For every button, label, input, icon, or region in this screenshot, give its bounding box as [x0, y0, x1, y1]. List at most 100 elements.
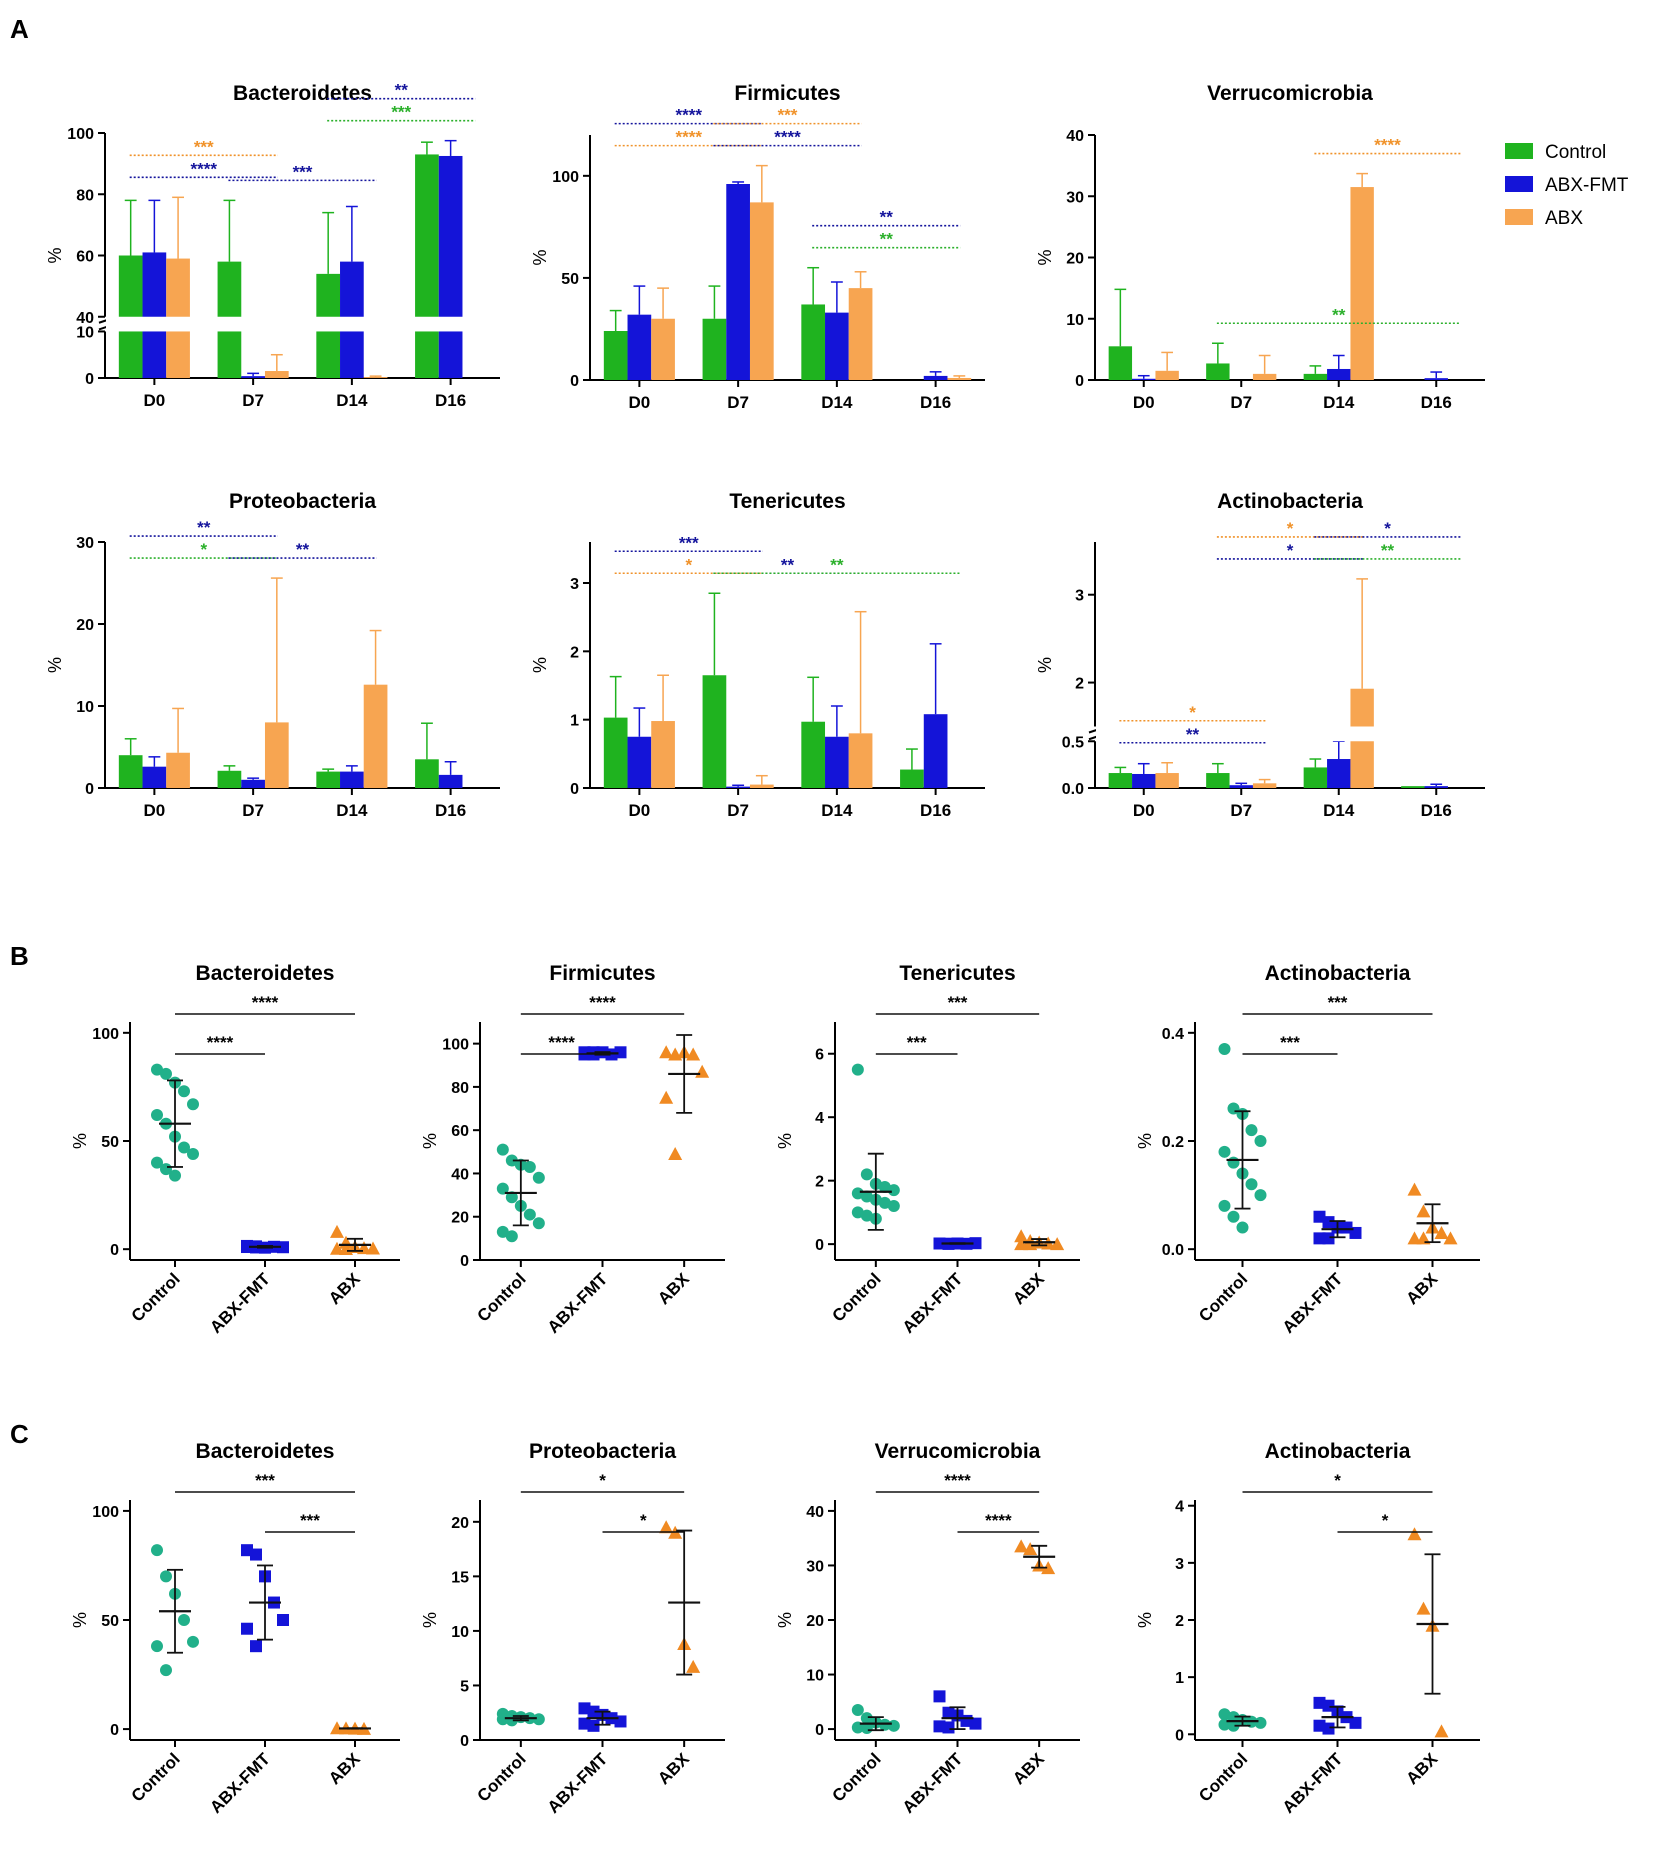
y-axis-label: % [530, 657, 550, 673]
y-tick-label: 40 [76, 310, 94, 327]
data-point-control [1218, 1145, 1231, 1158]
x-tick-label: D16 [1421, 801, 1452, 820]
data-point-abx [330, 1721, 344, 1735]
y-tick-label: 0.0 [1062, 781, 1084, 798]
bar-abx-fmt-d14 [340, 771, 364, 788]
y-tick-label: 15 [451, 1569, 469, 1586]
x-tick-label: D7 [242, 391, 264, 410]
data-point-control [523, 1160, 536, 1173]
y-axis-label: % [45, 657, 65, 673]
data-point-control [878, 1181, 891, 1194]
data-point-abx [659, 1045, 674, 1059]
chart-title: Bacteroidetes [233, 82, 372, 105]
y-tick-label: 0 [570, 781, 579, 798]
x-tick-label: D0 [629, 801, 651, 820]
significance-label: *** [778, 106, 798, 125]
data-point-control [878, 1196, 891, 1209]
y-tick-label: 10 [451, 1624, 469, 1641]
bar-abx-d7 [264, 722, 289, 788]
y-tick-label: 30 [76, 535, 94, 552]
y-tick-label: 0.0 [1162, 1242, 1184, 1259]
data-point-control [496, 1713, 509, 1726]
bar-control-d7 [217, 770, 242, 788]
y-axis-label: % [70, 1612, 90, 1628]
data-point-abx [1416, 1204, 1431, 1218]
bar-control-d7 [702, 318, 727, 380]
x-tick-label: D16 [435, 391, 466, 410]
data-point-control [1245, 1178, 1258, 1191]
bar-abx-fmt-d0 [627, 314, 652, 380]
y-tick-label: 0 [570, 373, 579, 390]
bar-control-d7 [1206, 773, 1230, 788]
data-point-abx [1434, 1225, 1449, 1239]
chart-title: Bacteroidetes [196, 962, 335, 985]
data-point-abx-fmt [241, 1622, 253, 1635]
y-tick-label: 4 [1175, 1499, 1184, 1516]
x-tick-label: ABX-FMT [206, 1269, 274, 1337]
y-axis-label: % [1035, 249, 1055, 265]
bar-control-d14 [801, 304, 826, 380]
panel-label-b: B [10, 941, 29, 971]
y-tick-label: 0.4 [1162, 1026, 1184, 1043]
significance-label: ** [781, 555, 795, 574]
x-tick-label: ABX [325, 1749, 364, 1788]
bar-abx-fmt-d7 [726, 184, 750, 380]
legend: Control ABX-FMT ABX [1505, 142, 1629, 229]
x-tick-label: D16 [1421, 393, 1452, 412]
data-point-abx-fmt [942, 1721, 955, 1734]
data-point-abx [1407, 1182, 1422, 1196]
bar-control-d0 [118, 755, 143, 788]
data-point-abx [686, 1047, 701, 1061]
significance-label: * [1384, 519, 1391, 538]
data-point-control [160, 1067, 172, 1080]
x-tick-label: ABX-FMT [1279, 1749, 1347, 1817]
y-tick-label: 60 [76, 249, 94, 266]
data-point-control [505, 1230, 518, 1243]
y-tick-label: 0 [1075, 373, 1084, 390]
data-point-control [851, 1063, 864, 1076]
data-point-abx [366, 1241, 380, 1255]
significance-label: * [1189, 703, 1196, 722]
bar-control-d7 [702, 675, 727, 788]
data-point-control [851, 1206, 864, 1219]
chart-c-proteobacteria: Proteobacteria% 0 5 10 15 20 Control ABX-FMT ABX… [420, 1440, 725, 1817]
data-point-control [860, 1168, 873, 1181]
data-point-abx [659, 1520, 674, 1534]
bar-control-d7 [1206, 363, 1230, 380]
y-tick-label: 60 [451, 1123, 469, 1140]
data-point-control [1218, 1199, 1231, 1212]
x-tick-label: D7 [1230, 801, 1252, 820]
data-point-control [160, 1570, 172, 1583]
x-tick-label: D0 [1133, 393, 1155, 412]
bar-abx-fmt-d0 [627, 736, 652, 788]
x-tick-label: ABX [1009, 1269, 1048, 1308]
bar-control-d0 [603, 717, 628, 788]
y-tick-label: 0 [460, 1253, 469, 1270]
x-tick-label: D14 [821, 393, 853, 412]
x-tick-label: Control [473, 1749, 529, 1805]
data-point-abx [1023, 1237, 1038, 1251]
data-point-control [1254, 1135, 1267, 1147]
bar-abx-fmt-d16 [923, 714, 948, 788]
significance-label: ** [880, 208, 894, 227]
bar-abx-d16 [947, 377, 972, 380]
bar-abx-d7 [264, 371, 289, 378]
x-tick-label: Control [473, 1269, 529, 1325]
data-point-control [178, 1141, 190, 1154]
chart-c-bacteroidetes: Bacteroidetes% 0 50 100 Control ABX-FMT ABX ***… [70, 1440, 400, 1817]
legend-swatch-control [1505, 143, 1533, 159]
chart-title: Proteobacteria [529, 1440, 676, 1463]
data-point-abx [695, 1064, 710, 1078]
data-point-control [169, 1169, 181, 1182]
x-tick-label: ABX [1009, 1749, 1048, 1788]
data-point-abx [1014, 1229, 1029, 1243]
comparison-label: **** [985, 1511, 1012, 1530]
data-point-abx [1416, 1231, 1431, 1245]
bar-abx-fmt-d0 [1132, 378, 1156, 380]
bar-abx-fmt-d16 [438, 155, 463, 378]
y-tick-label: 0 [110, 1242, 119, 1259]
x-tick-label: Control [1195, 1749, 1251, 1805]
